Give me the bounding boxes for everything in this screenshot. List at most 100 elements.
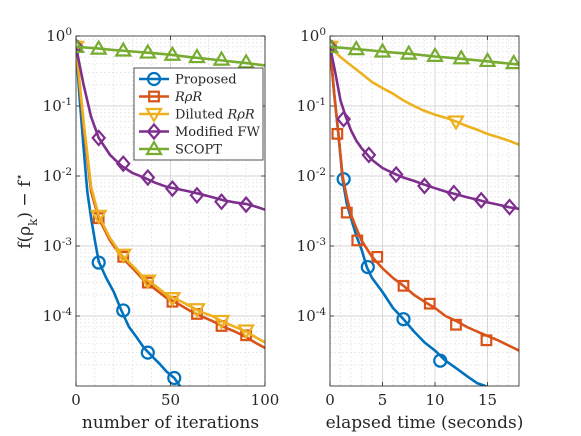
marker-rrhor-elapsed-time — [397, 279, 410, 292]
series-group-iterations — [76, 37, 265, 386]
marker-proposed-iterations — [140, 345, 155, 360]
marker-diluted-rrhor-iterations — [212, 314, 231, 331]
x-tick-label: 15 — [478, 391, 497, 409]
marker-diluted-rrhor-iterations — [188, 303, 206, 319]
legend-swatch-marker — [148, 90, 160, 103]
marker-scopt-elapsed-time — [399, 44, 418, 60]
legend-entry-rrhor: RρR — [139, 90, 202, 105]
marker-scopt-iterations — [114, 41, 133, 57]
legend-entry-modified-fw: Modified FW — [139, 122, 260, 141]
ticks-iterations: 100 10-1 10-2 10-3 10-4 0 50 100 — [43, 26, 280, 409]
marker-rrhor-elapsed-time — [423, 297, 436, 310]
marker-scopt-iterations — [163, 45, 182, 61]
marker-scopt-iterations — [212, 50, 231, 66]
marker-modified-fw-iterations — [76, 38, 84, 56]
ticks-elapsed-time: 100 10-1 10-2 10-3 10-4 0 5 10 15 — [297, 26, 519, 409]
marker-modified-fw-elapsed-time — [388, 165, 404, 184]
marker-scopt-elapsed-time — [452, 49, 471, 65]
series-line-rrhor-elapsed-time — [330, 45, 519, 352]
marker-proposed-elapsed-time — [433, 353, 448, 368]
marker-proposed-iterations — [116, 303, 131, 318]
series-group-elapsed-time — [330, 37, 519, 386]
marker-modified-fw-iterations — [238, 195, 254, 214]
x-tick-label: 5 — [378, 391, 388, 409]
x-tick-label: 100 — [251, 391, 280, 409]
y-tick-label: 100 — [300, 26, 326, 45]
legend-label: Proposed — [175, 73, 237, 88]
y-tick-label: 10-1 — [297, 96, 326, 115]
legend-entry-proposed: Proposed — [139, 71, 237, 88]
marker-rrhor-elapsed-time — [450, 318, 462, 331]
marker-modified-fw-elapsed-time — [330, 38, 338, 56]
marker-modified-fw-iterations — [91, 129, 107, 147]
marker-proposed-iterations — [91, 255, 106, 270]
axes-box-elapsed-time — [329, 35, 520, 387]
marker-scopt-elapsed-time — [373, 42, 392, 58]
marker-rrhor-elapsed-time — [340, 206, 353, 219]
marker-diluted-rrhor-iterations — [89, 209, 108, 225]
marker-scopt-elapsed-time — [426, 46, 444, 62]
marker-rrhor-elapsed-time — [331, 127, 344, 140]
series-line-proposed-iterations — [76, 45, 182, 386]
marker-scopt-elapsed-time — [504, 53, 519, 70]
x-tick-label: 0 — [325, 391, 335, 409]
y-tick-label: 100 — [46, 26, 72, 45]
x-axis-label-elapsed-time: elapsed time (seconds) — [326, 413, 524, 433]
marker-modified-fw-elapsed-time — [336, 110, 352, 128]
marker-modified-fw-elapsed-time — [446, 184, 462, 202]
marker-scopt-elapsed-time — [330, 37, 339, 53]
marker-diluted-rrhor-iterations — [138, 274, 157, 290]
marker-scopt-iterations — [188, 47, 206, 64]
marker-proposed-elapsed-time — [360, 259, 375, 275]
legend-swatch-marker — [145, 107, 163, 124]
marker-scopt-elapsed-time — [478, 51, 497, 68]
legend-label: Diluted RρR — [175, 108, 255, 123]
marker-modified-fw-iterations — [214, 192, 229, 211]
marker-diluted-rrhor-iterations — [114, 248, 133, 264]
y-tick-label: 10-4 — [43, 306, 73, 325]
marker-modified-fw-elapsed-time — [361, 146, 377, 164]
marker-modified-fw-elapsed-time — [473, 191, 489, 209]
marker-diluted-rrhor-elapsed-time — [447, 115, 465, 131]
x-tick-label: 0 — [71, 391, 81, 409]
marker-rrhor-elapsed-time — [480, 334, 493, 347]
y-tick-label: 10-3 — [43, 236, 72, 255]
series-line-diluted-rrhor-elapsed-time — [330, 45, 519, 146]
legend-entry-diluted-rrhor: Diluted RρR — [139, 107, 255, 124]
y-tick-label: 10-1 — [43, 96, 72, 115]
legend: Proposed RρR Diluted RρR Modified FW SCOPT — [133, 67, 264, 161]
legend-label: RρR — [174, 90, 202, 105]
x-tick-label: 10 — [425, 391, 444, 409]
marker-modified-fw-iterations — [164, 179, 180, 198]
x-axis-label-iterations: number of iterations — [82, 413, 259, 433]
legend-swatch-marker — [145, 139, 163, 156]
marker-scopt-iterations — [237, 53, 256, 69]
legend-swatch-marker — [146, 71, 162, 87]
marker-modified-fw-iterations — [115, 154, 131, 173]
marker-modified-fw-elapsed-time — [502, 198, 517, 216]
x-tick-label: 50 — [161, 391, 180, 409]
marker-scopt-iterations — [89, 39, 108, 55]
legend-swatch-marker — [146, 122, 162, 141]
marker-scopt-iterations — [138, 43, 157, 59]
series-line-modified-fw-elapsed-time — [330, 45, 519, 211]
series-line-scopt-iterations — [76, 45, 265, 67]
marker-modified-fw-iterations — [189, 186, 205, 204]
legend-label: SCOPT — [175, 143, 222, 158]
marker-diluted-rrhor-iterations — [237, 324, 256, 340]
y-axis-label: f(ρk) − f⋆ — [12, 173, 40, 249]
legend-label: Modified FW — [175, 125, 260, 140]
marker-modified-fw-iterations — [140, 168, 156, 187]
y-tick-label: 10-3 — [297, 236, 326, 255]
marker-diluted-rrhor-iterations — [163, 292, 182, 308]
y-tick-label: 10-2 — [43, 166, 72, 185]
marker-modified-fw-elapsed-time — [417, 177, 432, 195]
marker-scopt-iterations — [76, 37, 85, 53]
legend-entry-scopt: SCOPT — [139, 139, 222, 158]
y-tick-label: 10-4 — [297, 306, 327, 325]
panel-elapsed-time: 100 10-1 10-2 10-3 10-4 0 5 10 15 elapsed time (… — [297, 26, 524, 433]
marker-proposed-iterations — [167, 370, 182, 386]
y-tick-label: 10-2 — [297, 166, 326, 185]
marker-rrhor-elapsed-time — [371, 250, 384, 263]
